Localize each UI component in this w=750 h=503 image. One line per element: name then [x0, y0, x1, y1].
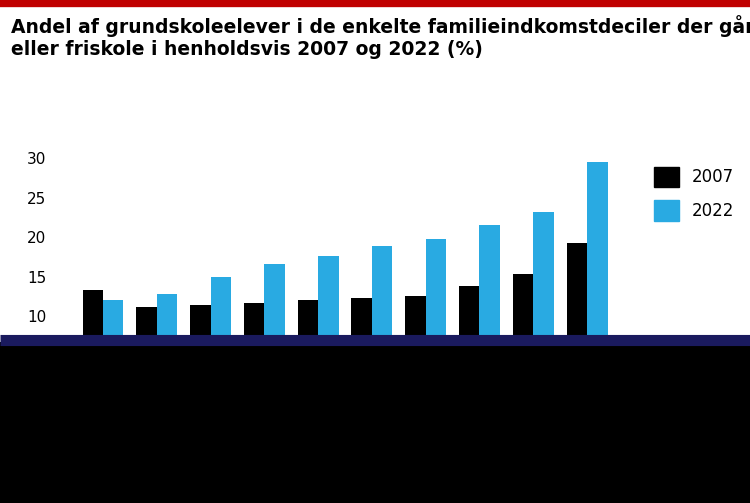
Bar: [211, 277, 231, 395]
Bar: [513, 274, 533, 395]
Bar: [244, 303, 264, 395]
Bar: [405, 296, 426, 395]
Bar: [479, 225, 500, 395]
Legend: 2007, 2022: 2007, 2022: [654, 167, 734, 221]
Bar: [82, 290, 103, 395]
Bar: [352, 298, 372, 395]
Bar: [533, 212, 554, 395]
Bar: [103, 300, 124, 395]
Text: Højere indkomst: Højere indkomst: [484, 461, 609, 476]
Bar: [426, 239, 446, 395]
Bar: [264, 264, 285, 395]
Bar: [372, 246, 392, 395]
Bar: [190, 305, 211, 395]
Bar: [587, 162, 608, 395]
Text: Lavere indkomst: Lavere indkomst: [56, 461, 183, 476]
Bar: [136, 307, 157, 395]
Bar: [459, 286, 479, 395]
Text: Andel af grundskoleelever i de enkelte familieindkomstdeciler der går på privat-: Andel af grundskoleelever i de enkelte f…: [11, 15, 750, 59]
Bar: [566, 243, 587, 395]
Bar: [298, 300, 318, 395]
Bar: [318, 256, 338, 395]
Bar: [157, 294, 177, 395]
